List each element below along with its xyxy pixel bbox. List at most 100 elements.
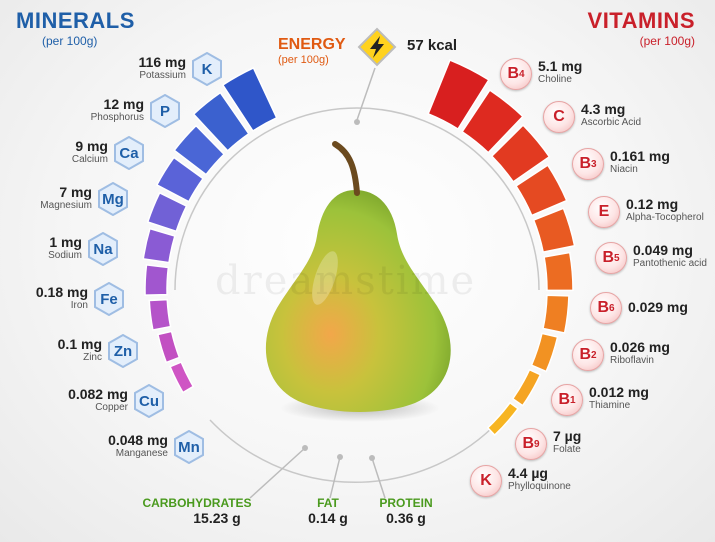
vitamin-row: 0.026 mg Riboflavin [610, 339, 670, 367]
vitamin-bar [543, 251, 574, 292]
mineral-name: Phosphorus [90, 112, 144, 123]
mineral-value: 0.18 mg [35, 284, 88, 300]
vitamin-subscript: 2 [591, 349, 597, 361]
vitamin-name: Riboflavin [610, 355, 654, 366]
vitamin-bar [511, 368, 542, 407]
mineral-value: 12 mg [103, 96, 144, 112]
vitamin-name: Niacin [610, 164, 638, 175]
vitamin-bar [542, 294, 570, 334]
mineral-hexagon: Mn [172, 430, 206, 464]
mineral-row: 0.048 mg Manganese [0, 432, 168, 472]
vitamin-value: 0.049 mg [633, 242, 693, 258]
mineral-bar [146, 191, 188, 233]
macro-label: FAT [317, 496, 339, 510]
vitamin-letter: B [507, 65, 519, 82]
vitamins-subtitle: (per 100g) [639, 34, 695, 48]
vitamin-name: Folate [553, 444, 581, 455]
mineral-hexagon: Cu [132, 384, 166, 418]
vitamin-row: 0.049 mg Pantothenic acid [633, 242, 707, 270]
mineral-bar [142, 227, 176, 264]
mineral-symbol: Cu [139, 392, 159, 410]
mineral-name: Potassium [139, 70, 186, 81]
vitamin-name: Pantothenic acid [633, 258, 707, 269]
vitamin-row: 4.4 µg Phylloquinone [508, 465, 571, 493]
mineral-bar [173, 124, 226, 176]
mineral-hexagon: Ca [112, 136, 146, 170]
vitamin-bar [490, 124, 551, 183]
macro-label: CARBOHYDRATES [142, 496, 252, 510]
mineral-bar [155, 156, 205, 203]
mineral-name: Copper [95, 402, 128, 413]
mineral-row: 0.1 mg Zinc [0, 336, 102, 376]
mineral-bar [157, 330, 181, 364]
vitamin-badge: K [470, 465, 502, 497]
vitamin-letter: E [598, 203, 610, 220]
minerals-title: MINERALS [16, 8, 135, 33]
vitamin-subscript: 1 [570, 394, 576, 406]
mineral-name: Iron [70, 300, 88, 311]
mineral-value: 0.082 mg [68, 386, 128, 402]
mineral-row: 0.18 mg Iron [0, 284, 88, 324]
vitamin-value: 0.161 mg [610, 148, 670, 164]
vitamin-bars [427, 59, 576, 437]
vitamin-name: Phylloquinone [508, 481, 571, 492]
energy-label-group: ENERGY (per 100g) [278, 36, 346, 66]
vitamin-value: 4.3 mg [581, 101, 626, 117]
mineral-hexagon: Zn [106, 334, 140, 368]
mineral-hexagon: P [148, 94, 182, 128]
vitamin-badge: C [543, 101, 575, 133]
vitamin-bar [461, 89, 524, 154]
mineral-value: 7 mg [59, 184, 92, 200]
mineral-bar [144, 264, 170, 296]
mineral-symbol: K [201, 60, 213, 78]
mineral-symbol: Mn [178, 438, 200, 456]
minerals-header: MINERALS (per 100g) [16, 8, 135, 48]
energy-value: 57 kcal [407, 37, 458, 54]
energy-label: ENERGY [278, 36, 346, 53]
mineral-value: 0.048 mg [108, 432, 168, 448]
vitamin-letter: B [579, 155, 591, 172]
mineral-row: 116 mg Potassium [0, 54, 186, 94]
vitamin-row: 5.1 mg Choline [538, 58, 582, 86]
macro-fat: FAT 0.14 g [298, 496, 358, 526]
vitamin-bar [514, 164, 568, 217]
vitamin-row: 4.3 mg Ascorbic Acid [581, 101, 641, 129]
vitamin-value: 0.026 mg [610, 339, 670, 355]
vitamin-bar [427, 59, 490, 131]
vitamin-subscript: 3 [591, 158, 597, 170]
mineral-bar [148, 298, 172, 331]
vitamin-letter: C [553, 108, 565, 125]
lightning-bolt-icon [357, 27, 397, 67]
vitamin-name: Alpha-Tocopherol [626, 212, 704, 223]
macro-label: PROTEIN [379, 496, 433, 510]
vitamin-row: 0.029 mg [628, 299, 688, 315]
mineral-value: 1 mg [49, 234, 82, 250]
vitamin-value: 7 µg [553, 428, 582, 444]
macro-value: 0.14 g [308, 510, 348, 526]
vitamin-name: Ascorbic Acid [581, 117, 642, 128]
vitamin-name: Thiamine [589, 400, 631, 411]
mineral-name: Zinc [83, 352, 102, 363]
vitamin-bar [486, 401, 520, 437]
mineral-symbol: Ca [119, 144, 139, 162]
mineral-hexagon: Na [86, 232, 120, 266]
vitamin-value: 0.029 mg [628, 299, 688, 315]
mineral-row: 12 mg Phosphorus [0, 96, 144, 136]
vitamin-letter: B [602, 249, 614, 266]
macro-carbohydrates: CARBOHYDRATES 15.23 g [132, 496, 262, 526]
vitamin-value: 5.1 mg [538, 58, 583, 74]
mineral-value: 9 mg [75, 138, 108, 154]
mineral-hexagon: Fe [92, 282, 126, 316]
mineral-name: Sodium [48, 250, 82, 261]
vitamin-subscript: 4 [519, 68, 525, 80]
vitamin-letter: K [480, 472, 492, 489]
mineral-symbol: P [159, 102, 170, 120]
watermark: dreamstime [215, 258, 477, 304]
mineral-symbol: Fe [100, 290, 118, 308]
